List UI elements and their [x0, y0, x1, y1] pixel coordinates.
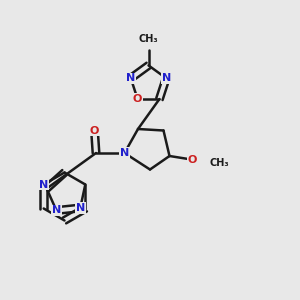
- Text: CH₃: CH₃: [210, 158, 230, 169]
- Text: O: O: [133, 94, 142, 104]
- Text: N: N: [52, 206, 61, 215]
- Text: O: O: [90, 125, 99, 136]
- Text: N: N: [39, 179, 48, 190]
- Text: O: O: [187, 154, 197, 165]
- Text: N: N: [76, 203, 85, 213]
- Text: N: N: [120, 148, 129, 158]
- Text: N: N: [162, 73, 171, 83]
- Text: CH₃: CH₃: [139, 34, 158, 44]
- Text: N: N: [126, 73, 135, 83]
